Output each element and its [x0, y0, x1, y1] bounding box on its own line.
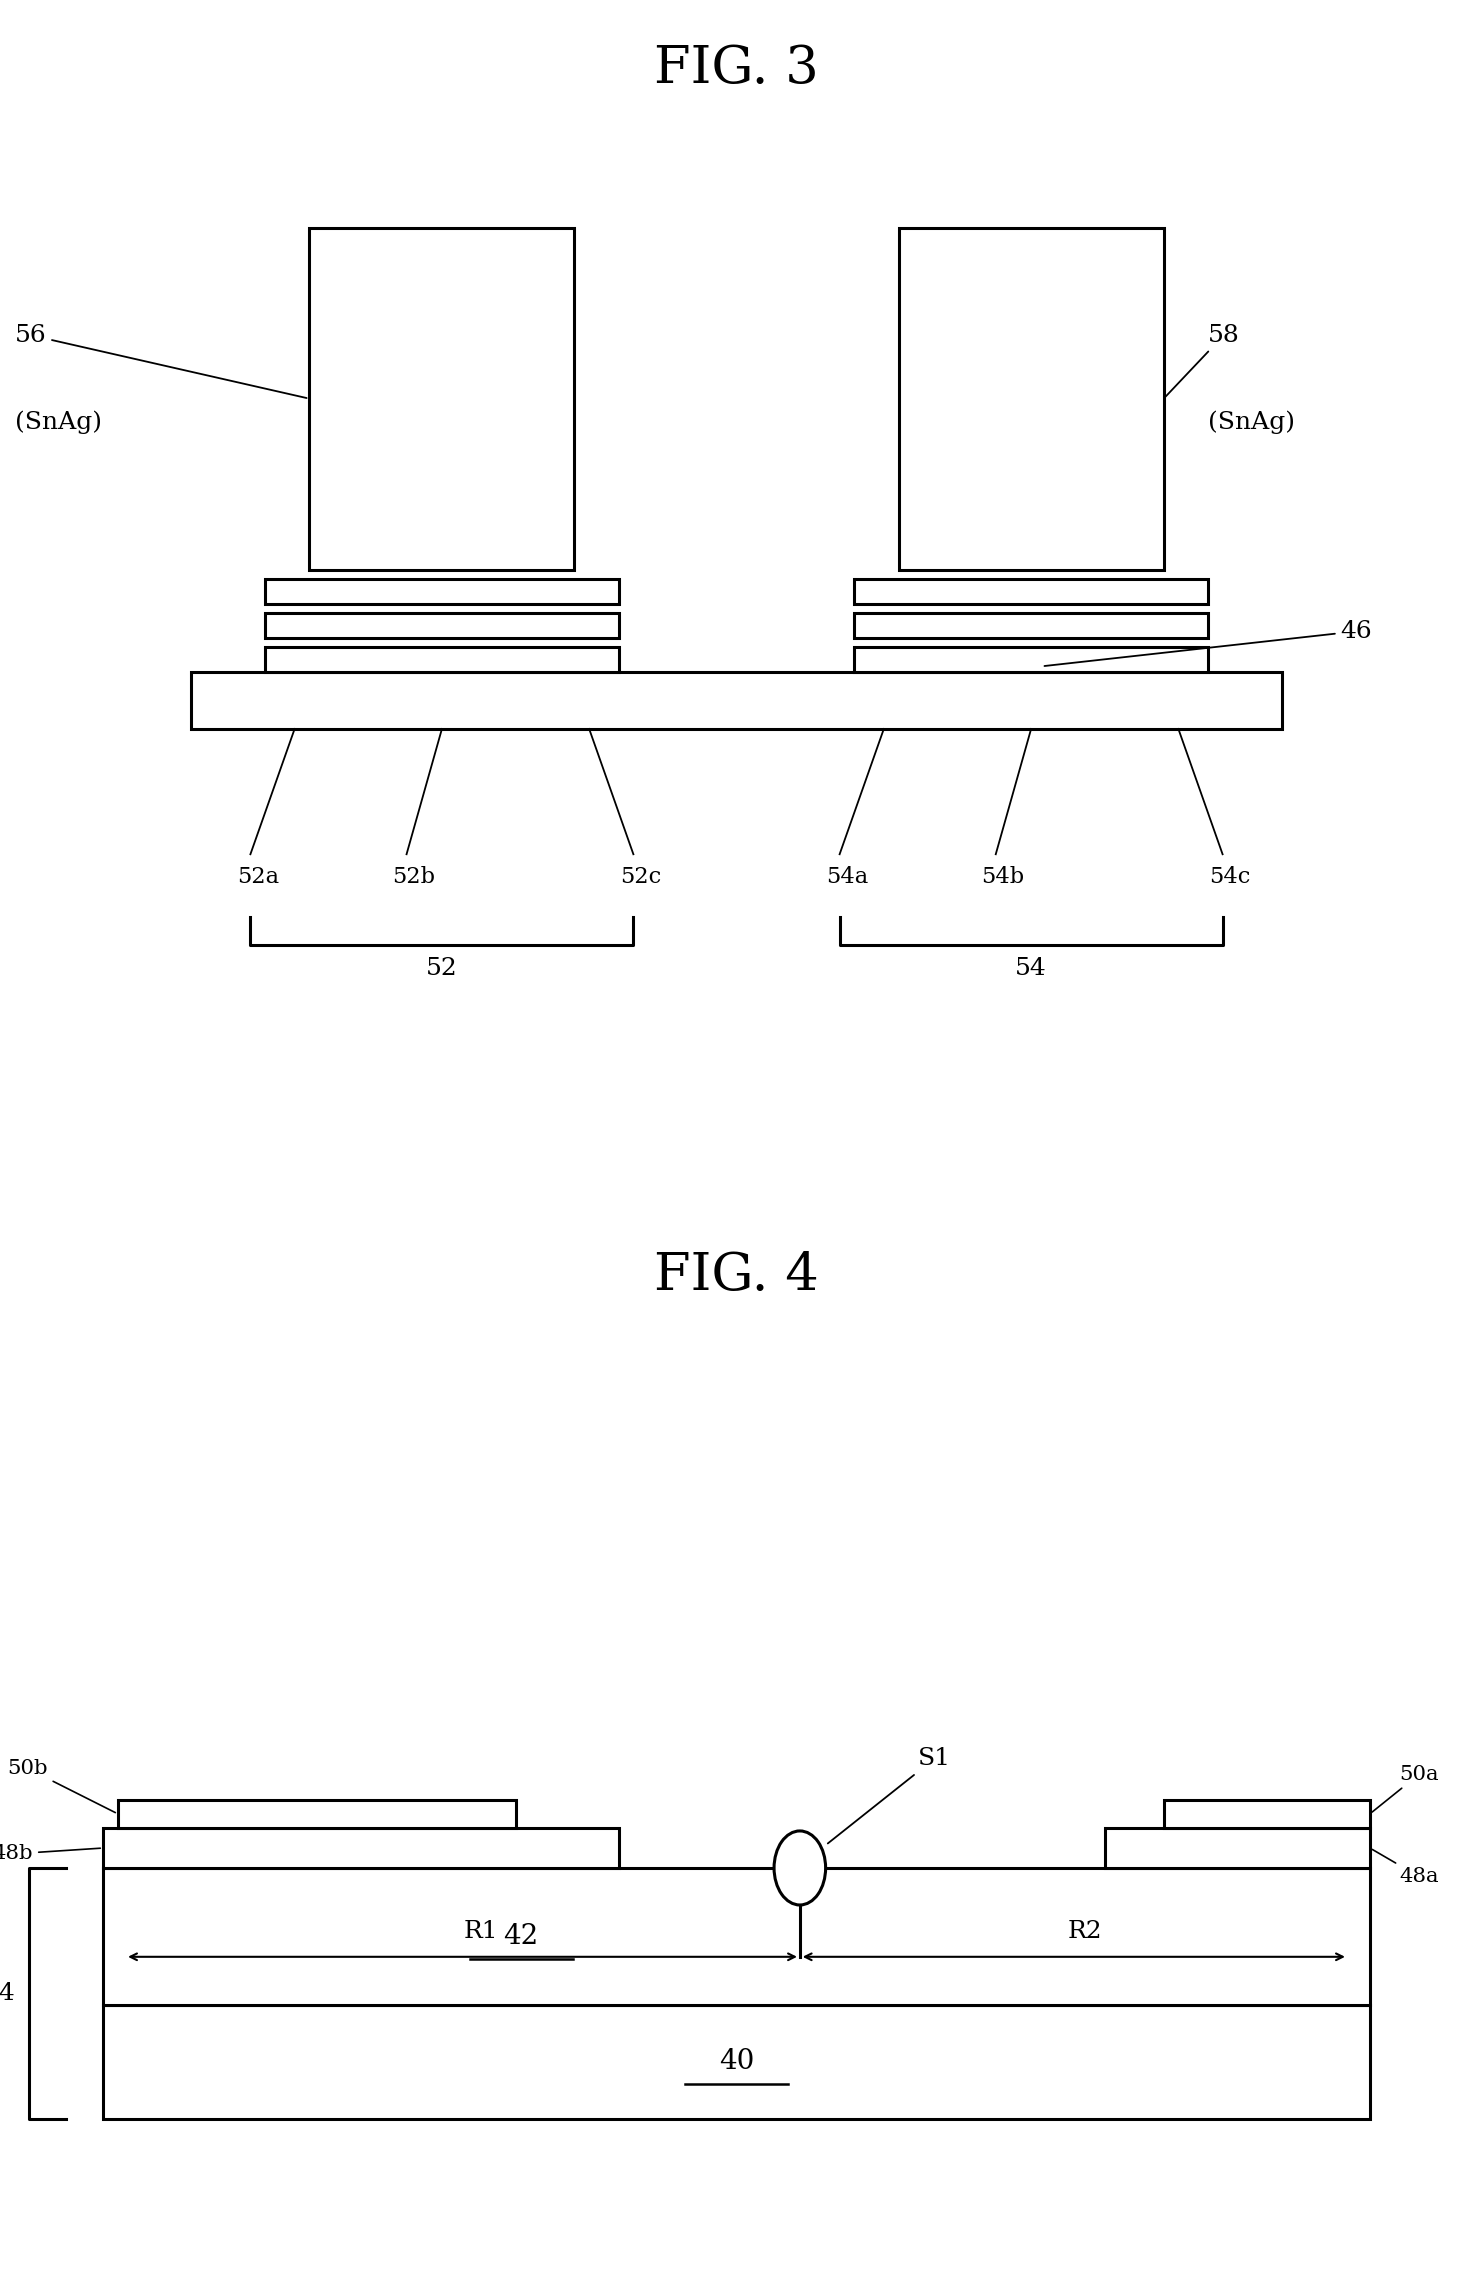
Text: 50a: 50a	[1371, 1765, 1439, 1811]
Text: 50b: 50b	[7, 1759, 115, 1813]
Bar	[899, 228, 1164, 570]
Bar	[265, 613, 619, 638]
Text: 44: 44	[0, 1982, 15, 2005]
Bar	[1105, 1827, 1370, 1868]
Text: R1: R1	[464, 1920, 498, 1943]
Text: 48a: 48a	[1373, 1850, 1439, 1886]
Text: 52a: 52a	[237, 866, 278, 888]
Bar	[854, 613, 1208, 638]
Text: 52b: 52b	[392, 866, 436, 888]
Bar	[309, 228, 574, 570]
Text: 54c: 54c	[1209, 866, 1251, 888]
Text: 46: 46	[1044, 620, 1373, 665]
Text: 54a: 54a	[826, 866, 868, 888]
Text: R2: R2	[1068, 1920, 1102, 1943]
Ellipse shape	[775, 1832, 825, 1904]
Bar	[854, 579, 1208, 604]
Text: 56: 56	[15, 323, 306, 399]
Bar	[103, 1827, 619, 1868]
Text: 54: 54	[1015, 957, 1047, 980]
Text: (SnAg): (SnAg)	[1208, 410, 1295, 433]
Text: 58: 58	[1165, 323, 1240, 396]
Text: 52c: 52c	[620, 866, 661, 888]
Text: S1: S1	[828, 1747, 950, 1843]
Text: FIG. 3: FIG. 3	[654, 43, 819, 93]
Bar	[854, 647, 1208, 672]
Text: FIG. 4: FIG. 4	[654, 1251, 819, 1301]
Bar	[103, 1868, 1370, 2005]
Text: 52: 52	[426, 957, 458, 980]
Bar	[1164, 1800, 1370, 1827]
Text: 54b: 54b	[981, 866, 1025, 888]
Bar	[265, 579, 619, 604]
Text: 48b: 48b	[0, 1845, 100, 1863]
Bar	[103, 2005, 1370, 2119]
Bar	[265, 647, 619, 672]
Text: (SnAg): (SnAg)	[15, 410, 102, 433]
Text: 40: 40	[719, 2048, 754, 2075]
Text: 42: 42	[504, 1923, 539, 1950]
Bar	[118, 1800, 516, 1827]
Bar	[191, 672, 1282, 729]
